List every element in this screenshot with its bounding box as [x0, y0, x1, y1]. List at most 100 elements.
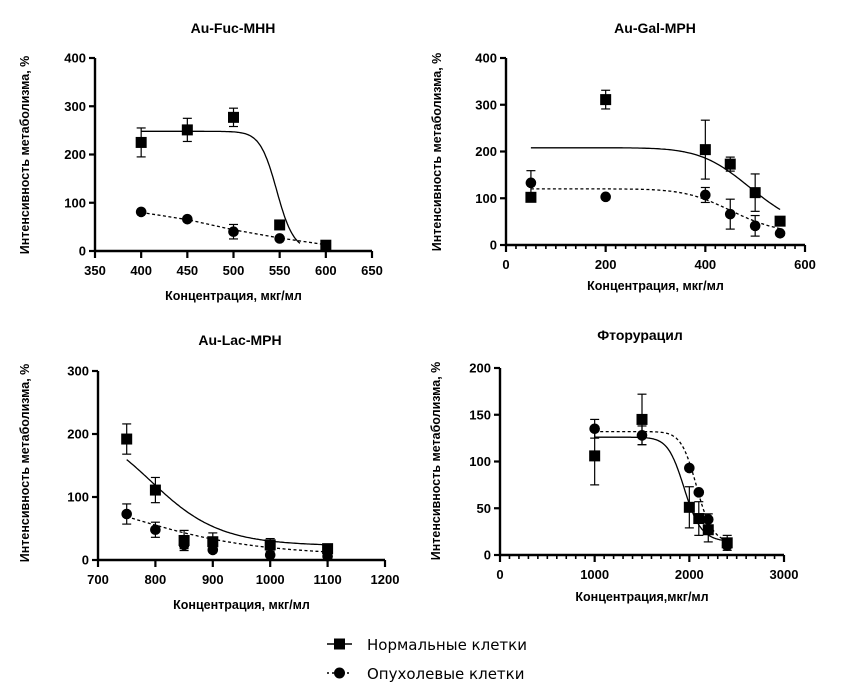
- data-point-circle: [693, 487, 705, 498]
- data-point-square: [228, 111, 239, 123]
- x-tick-label: 400: [694, 257, 716, 272]
- legend-label-tumor: Опухолевые клетки: [367, 665, 524, 683]
- legend-label-normal: Нормальные клетки: [367, 636, 527, 654]
- legend-item-normal: Нормальные клетки: [327, 636, 527, 654]
- data-point-circle: [700, 189, 711, 201]
- data-point-circle: [600, 191, 611, 203]
- data-point-square: [322, 543, 334, 555]
- y-tick-label: 100: [64, 195, 86, 210]
- data-point-circle: [721, 540, 733, 551]
- fit-curve: [141, 130, 301, 244]
- y-tick-label: 300: [67, 364, 89, 379]
- x-axis-label: Концентрация, мкг/мл: [587, 279, 724, 293]
- data-point-square: [693, 513, 705, 525]
- data-point-square: [600, 94, 612, 106]
- data-point-square: [699, 144, 711, 156]
- y-tick-label: 100: [475, 191, 497, 206]
- y-tick-label: 300: [475, 97, 497, 112]
- y-tick-label: 200: [469, 361, 491, 376]
- data-point-circle: [150, 524, 161, 536]
- data-point-circle: [207, 544, 219, 556]
- data-point-circle: [228, 226, 239, 237]
- series-normal: [121, 423, 334, 555]
- data-point-square: [121, 433, 133, 445]
- data-point-square: [702, 524, 714, 536]
- data-point-square: [274, 219, 286, 231]
- y-tick-label: 0: [82, 553, 89, 568]
- y-tick-label: 200: [475, 144, 497, 159]
- y-tick-label: 200: [67, 427, 89, 442]
- data-point-square: [774, 215, 786, 227]
- chart-panel-au-lac: Au-Lac-MPH 0 100 200 300 700 800 900 1000 1100 120…: [18, 332, 399, 612]
- data-point-circle: [589, 423, 600, 435]
- x-tick-label: 550: [269, 263, 291, 278]
- data-point-circle: [702, 514, 714, 525]
- y-axis-label: Интенсивность метаболизма, %: [18, 364, 32, 563]
- y-tick-label: 0: [79, 244, 86, 259]
- x-tick-label: 0: [502, 257, 509, 272]
- data-point-square: [724, 158, 736, 170]
- y-tick-label: 400: [475, 51, 497, 66]
- legend-item-tumor: Опухолевые клетки: [327, 665, 524, 683]
- y-axis-label: Интенсивность метаболизма, %: [430, 53, 444, 252]
- x-tick-label: 900: [202, 572, 224, 587]
- data-point-square: [264, 539, 276, 551]
- fit-curve: [530, 147, 781, 211]
- x-tick-label: 1200: [371, 572, 400, 587]
- data-point-square: [525, 191, 537, 203]
- y-tick-label: 200: [64, 147, 86, 162]
- fit-curve: [126, 516, 328, 553]
- y-tick-label: 400: [64, 51, 86, 66]
- data-point-circle: [322, 550, 333, 562]
- data-point-circle: [274, 233, 285, 244]
- legend-circle-marker-icon: [334, 667, 345, 679]
- chart-panel-au-gal: Au-Gal-MPH 0 100 200 300 400 0 200 400 600 Концент…: [430, 20, 816, 293]
- y-tick-label: 150: [469, 407, 491, 422]
- data-point-circle: [135, 206, 147, 218]
- data-point-circle: [525, 177, 537, 189]
- x-tick-label: 400: [130, 263, 152, 278]
- data-point-circle: [724, 208, 736, 220]
- data-point-circle: [636, 430, 648, 441]
- x-tick-label: 3000: [770, 567, 799, 582]
- x-tick-label: 650: [361, 263, 383, 278]
- chart-title: Au-Fuc-MHH: [191, 20, 276, 36]
- legend: Нормальные клетки Опухолевые клетки: [327, 636, 527, 683]
- data-point-circle: [264, 549, 276, 561]
- x-tick-label: 700: [87, 572, 109, 587]
- data-point-circle: [749, 220, 761, 232]
- series-tumor: [121, 503, 333, 562]
- data-point-square: [207, 536, 219, 548]
- data-point-square: [683, 501, 695, 513]
- x-axis-label: Концентрация, мкг/мл: [173, 598, 310, 612]
- x-tick-label: 500: [223, 263, 245, 278]
- x-axis-label: Концентрация, мкг/мл: [165, 289, 302, 303]
- y-tick-label: 50: [477, 501, 491, 516]
- data-point-circle: [774, 228, 786, 239]
- x-tick-label: 1100: [313, 572, 341, 587]
- series-normal: [525, 89, 786, 227]
- series-normal: [589, 393, 733, 551]
- data-point-square: [149, 484, 161, 496]
- fit-curve: [530, 188, 781, 230]
- data-point-square: [589, 450, 601, 462]
- data-point-square: [749, 187, 761, 199]
- data-point-square: [135, 136, 147, 148]
- x-tick-label: 350: [84, 263, 106, 278]
- x-tick-label: 2000: [675, 567, 704, 582]
- series-tumor: [525, 170, 786, 239]
- chart-title: Фторурацил: [597, 327, 683, 343]
- series-tumor: [589, 418, 733, 551]
- fit-curve: [594, 430, 728, 542]
- y-tick-label: 100: [67, 490, 89, 505]
- data-point-square: [636, 413, 648, 425]
- y-axis-label: Интенсивность метаболизма, %: [18, 56, 32, 255]
- x-tick-label: 450: [176, 263, 198, 278]
- y-axis-label: Интенсивность метаболизма, %: [429, 362, 443, 561]
- y-tick-label: 100: [469, 454, 491, 469]
- y-tick-label: 0: [484, 548, 491, 563]
- x-tick-label: 200: [595, 257, 617, 272]
- data-point-circle: [121, 508, 132, 520]
